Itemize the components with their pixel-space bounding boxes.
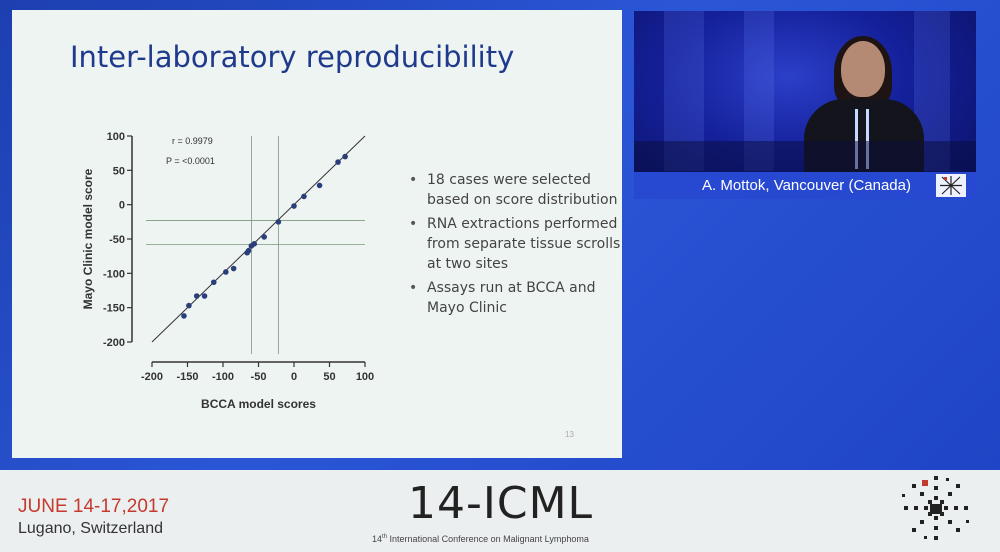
y-tick-label: -50 — [109, 234, 125, 246]
data-point — [186, 302, 192, 309]
r-annotation: r = 0.9979 — [172, 136, 213, 146]
y-axis-label: Mayo Clinic model score — [81, 168, 95, 309]
conference-title: 14-ICML — [408, 478, 594, 529]
x-tick-label: 50 — [323, 371, 335, 383]
conference-logo-icon — [936, 174, 966, 197]
data-point — [223, 269, 229, 275]
subtitle-ordinal: th — [382, 534, 388, 540]
slide-title: Inter-laboratory reproducibility — [70, 40, 515, 74]
conference-footer: JUNE 14-17,2017 Lugano, Switzerland 14-I… — [0, 470, 1000, 552]
data-point — [291, 203, 297, 209]
x-tick-label: -150 — [176, 371, 198, 383]
y-tick-label: 50 — [113, 165, 125, 177]
y-tick-label: -200 — [103, 337, 125, 349]
data-point — [301, 193, 307, 200]
subtitle-text: International Conference on Malignant Ly… — [389, 534, 589, 544]
scatter-chart: 100 50 0 -50 -100 -150 -200 -200 -150 -100 -50 0 50 1… — [81, 131, 374, 411]
speaker-caption-bar: A. Mottok, Vancouver (Canada) — [634, 172, 976, 199]
data-point — [193, 293, 200, 299]
x-tick-label: 100 — [356, 371, 374, 383]
data-point — [251, 241, 258, 247]
data-point — [275, 219, 282, 225]
speaker-lanyard — [855, 109, 869, 169]
conference-logo-icon — [902, 476, 969, 540]
subtitle-number: 14 — [372, 534, 383, 544]
presentation-slide: Inter-laboratory reproducibility 100 50 0 -… — [12, 10, 622, 458]
x-tick-label: -100 — [212, 371, 234, 383]
bullet-list: 18 cases were selected based on score di… — [407, 170, 627, 322]
data-point — [210, 279, 217, 286]
x-tick-label: -200 — [141, 371, 163, 383]
y-tick-label: 0 — [119, 200, 125, 212]
y-tick-label: -100 — [103, 268, 125, 280]
bullet-item: 18 cases were selected based on score di… — [407, 170, 627, 210]
data-point — [201, 293, 208, 299]
y-tick-label: -150 — [103, 303, 125, 315]
data-point — [342, 153, 348, 160]
x-tick-label: -50 — [251, 371, 267, 383]
data-point — [316, 182, 323, 189]
data-point — [181, 313, 187, 319]
speaker-face — [841, 41, 885, 97]
conference-date: JUNE 14-17,2017 — [18, 496, 170, 517]
bullet-item: Assays run at BCCA and Mayo Clinic — [407, 278, 627, 318]
x-tick-label: 0 — [291, 371, 297, 383]
data-point — [230, 265, 237, 272]
data-point — [261, 234, 267, 240]
speaker-video-inset: A. Mottok, Vancouver (Canada) — [634, 11, 976, 199]
conference-location: Lugano, Switzerland — [18, 520, 163, 537]
y-tick-label: 100 — [107, 131, 125, 143]
conference-subtitle: 14th International Conference on Maligna… — [372, 534, 589, 544]
data-point — [245, 247, 252, 254]
speaker-caption: A. Mottok, Vancouver (Canada) — [702, 177, 911, 194]
slide-page-number: 13 — [565, 430, 574, 439]
data-point — [335, 159, 341, 165]
regression-line — [151, 135, 366, 343]
bullet-item: RNA extractions performed from separate … — [407, 214, 627, 274]
p-annotation: P = <0.0001 — [166, 156, 215, 166]
x-axis-label: BCCA model scores — [201, 397, 316, 411]
